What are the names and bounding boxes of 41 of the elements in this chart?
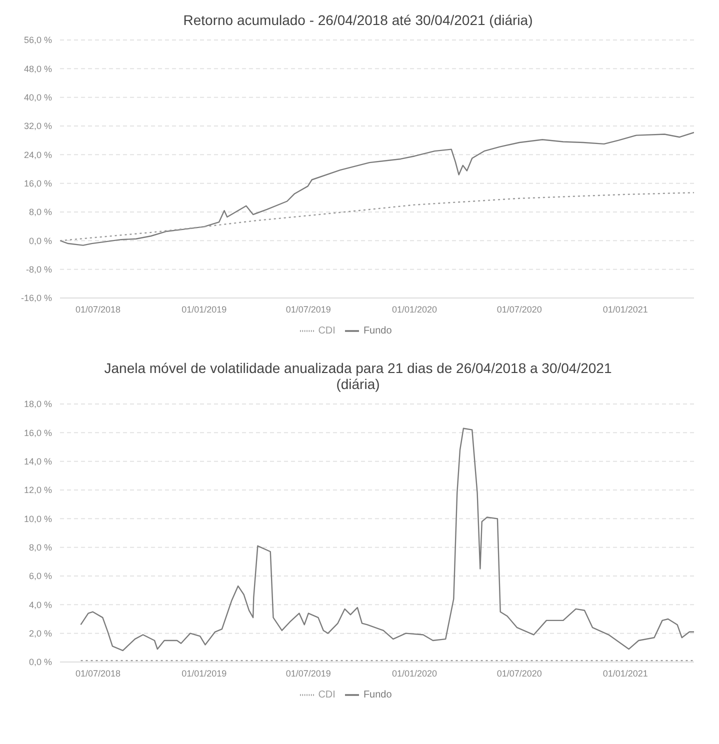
x-tick-label: 01/01/2019 xyxy=(182,304,227,314)
x-tick-label: 01/07/2019 xyxy=(286,668,331,678)
x-tick-label: 01/01/2019 xyxy=(182,668,227,678)
x-tick-label: 01/07/2019 xyxy=(286,304,331,314)
y-tick-label: 56,0 % xyxy=(24,35,52,46)
x-tick-label: 01/01/2021 xyxy=(602,668,648,678)
y-tick-label: 6,0 % xyxy=(28,571,52,582)
chart-title: Janela móvel de volatilidade anualizada para 21 dias de 26/04/2018 a 30/04/2021 (diária) xyxy=(103,359,613,394)
x-tick-label: 01/01/2020 xyxy=(392,304,437,314)
y-tick-label: 18,0 % xyxy=(24,399,52,410)
chart-title: Retorno acumulado - 26/04/2018 até 30/04/2021 (diária) xyxy=(182,11,534,30)
x-tick-label: 01/01/2020 xyxy=(392,668,437,678)
y-tick-label: 14,0 % xyxy=(24,456,52,467)
y-tick-label: 8,0 % xyxy=(28,207,52,218)
line-series xyxy=(60,192,694,242)
legend-label: Fundo xyxy=(363,690,392,701)
legend-label: CDI xyxy=(318,690,336,701)
x-tick-label: 01/07/2020 xyxy=(496,668,542,678)
y-tick-label: 0,0 % xyxy=(28,236,52,246)
legend-label: Fundo xyxy=(363,326,392,337)
y-tick-label: 2,0 % xyxy=(28,628,52,639)
line-series xyxy=(80,428,694,652)
y-tick-label: 16,0 % xyxy=(24,428,52,438)
line-series xyxy=(60,132,694,246)
y-tick-label: 8,0 % xyxy=(28,542,52,553)
y-tick-label: -16,0 % xyxy=(20,293,52,304)
x-tick-label: 01/01/2021 xyxy=(602,304,648,314)
legend-label: CDI xyxy=(318,326,336,337)
y-tick-label: 24,0 % xyxy=(24,150,52,160)
y-tick-label: 16,0 % xyxy=(24,178,52,189)
y-tick-label: 4,0 % xyxy=(28,600,52,610)
y-tick-label: 32,0 % xyxy=(24,121,52,132)
y-tick-label: 12,0 % xyxy=(24,485,52,496)
y-tick-label: 48,0 % xyxy=(24,64,52,74)
x-tick-label: 01/07/2018 xyxy=(76,668,121,678)
y-tick-label: 10,0 % xyxy=(24,514,52,524)
x-tick-label: 01/07/2020 xyxy=(496,304,542,314)
y-tick-label: -8,0 % xyxy=(26,264,52,275)
y-tick-label: 0,0 % xyxy=(28,657,52,668)
x-tick-label: 01/07/2018 xyxy=(76,304,121,314)
y-tick-label: 40,0 % xyxy=(24,92,52,103)
